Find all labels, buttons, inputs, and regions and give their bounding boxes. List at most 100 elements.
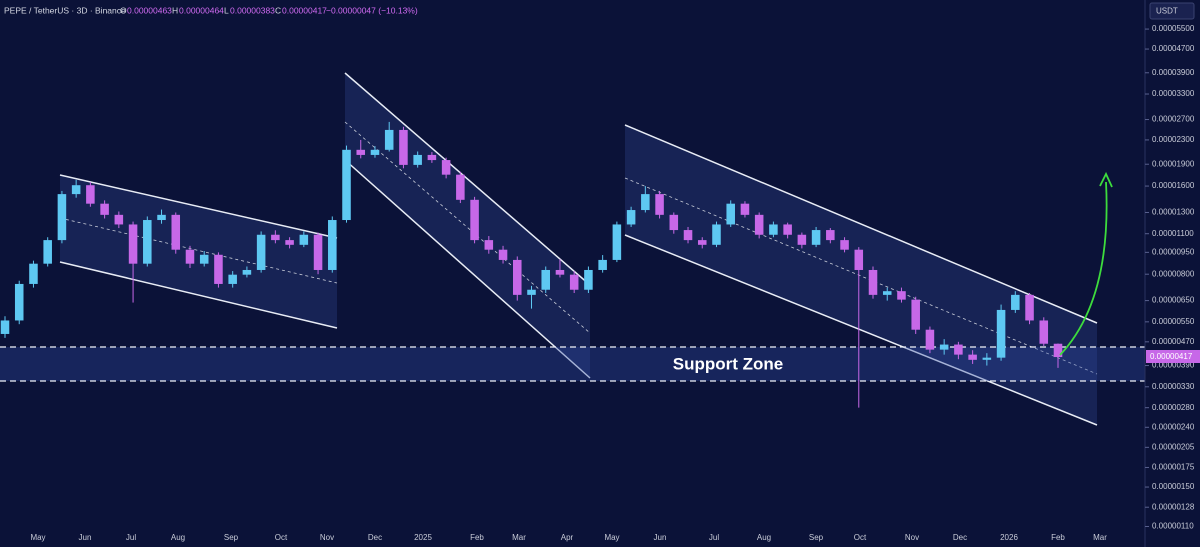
- y-tick-label: 0.00001100: [1152, 229, 1194, 238]
- candle-body: [157, 214, 166, 221]
- arrow-head: [1099, 171, 1113, 188]
- x-tick-label: Mar: [512, 533, 526, 542]
- x-tick-label: Oct: [275, 533, 288, 542]
- candle-body: [43, 240, 52, 264]
- y-tick-label: 0.00003900: [1152, 68, 1195, 77]
- header: PEPE / TetherUS · 3D · Binance O 0.00000…: [4, 5, 418, 15]
- x-axis: May Jun Jul Aug Sep Oct Nov Dec 2025 Feb Mar Apr May…: [30, 533, 1107, 542]
- x-tick-label: 2026: [1000, 533, 1018, 542]
- candle-body: [740, 203, 750, 215]
- candle-body: [100, 203, 109, 215]
- candle-body: [925, 329, 935, 350]
- y-tick-label: 0.00000330: [1152, 382, 1195, 391]
- y-tick-label: 0.00000950: [1152, 247, 1195, 256]
- open-label: O: [120, 5, 127, 15]
- x-tick-label: Dec: [368, 533, 382, 542]
- low-label: L: [224, 5, 229, 15]
- candle-body: [697, 240, 707, 245]
- candle-body: [641, 194, 650, 211]
- candle-body: [299, 234, 309, 245]
- candle-body: [569, 274, 579, 290]
- currency-label: USDT: [1156, 7, 1178, 16]
- candle-body: [939, 344, 949, 350]
- candle-body: [86, 185, 95, 204]
- candle-body: [683, 230, 693, 241]
- candle-body: [228, 274, 237, 284]
- channel-line: [344, 159, 591, 379]
- last-price-label: 0.00000417: [1150, 352, 1193, 361]
- x-tick-label: Jul: [709, 533, 719, 542]
- y-tick-label: 0.00003300: [1152, 89, 1195, 98]
- y-tick-label: 0.00002300: [1152, 135, 1195, 144]
- candle-body: [456, 174, 465, 200]
- candle-body: [882, 291, 892, 295]
- projection-arrow: [1059, 171, 1113, 356]
- candle-body: [413, 154, 422, 165]
- x-tick-label: Nov: [905, 533, 919, 542]
- candle-body: [1039, 320, 1049, 344]
- candle-body: [441, 160, 451, 175]
- currency-box: [1149, 2, 1195, 20]
- y-tick-label: 0.00001600: [1152, 181, 1195, 190]
- close-value: 0.00000417: [282, 5, 327, 15]
- candle-body: [199, 254, 209, 264]
- y-tick-label: 0.00000650: [1152, 296, 1195, 305]
- candle-body: [826, 230, 835, 241]
- support-zone: Support Zone: [0, 346, 1145, 382]
- candle-body: [484, 240, 494, 250]
- candle-body: [584, 269, 593, 290]
- candle-body: [356, 149, 366, 155]
- candle-body: [328, 220, 337, 270]
- y-tick-label: 0.00001300: [1152, 208, 1195, 217]
- candle-body: [114, 214, 124, 225]
- low-value: 0.00000383: [230, 5, 275, 15]
- candle-body: [1025, 294, 1034, 321]
- candle-body: [14, 283, 24, 321]
- channel-line: [344, 72, 591, 286]
- high-value: 0.00000464: [179, 5, 224, 15]
- candle-body: [555, 269, 565, 275]
- y-tick-label: 0.00000390: [1152, 361, 1195, 370]
- candle-body: [726, 203, 735, 225]
- open-value: 0.00000463: [127, 5, 172, 15]
- candle-body: [655, 194, 664, 215]
- candle-body: [783, 224, 792, 235]
- candle-body: [0, 320, 10, 334]
- y-tick-label: 0.00000110: [1152, 522, 1194, 531]
- candle-body: [128, 224, 138, 264]
- candle-body: [612, 224, 622, 260]
- candle-body: [143, 220, 152, 264]
- x-tick-label: Aug: [757, 533, 771, 542]
- candles: [0, 121, 1063, 408]
- y-tick-label: 0.00000205: [1152, 442, 1195, 451]
- x-tick-label: Jul: [126, 533, 136, 542]
- candle-body: [1053, 343, 1063, 358]
- x-tick-label: Feb: [1051, 533, 1065, 542]
- y-tick-label: 0.00000800: [1152, 269, 1195, 278]
- y-tick-label: 0.00000175: [1152, 463, 1195, 472]
- channel-line: [624, 234, 1098, 426]
- candle-body: [968, 354, 977, 360]
- y-tick-label: 0.00000280: [1152, 403, 1195, 412]
- channel-mid: [624, 177, 1098, 375]
- channel-fill: [625, 125, 1097, 425]
- y-axis: 0.00005500 0.00004700 0.00003900 0.00003300…: [1145, 24, 1195, 531]
- support-label: Support Zone: [673, 354, 783, 373]
- candle-body: [854, 249, 864, 270]
- candle-body: [171, 214, 181, 250]
- candle-body: [840, 240, 849, 250]
- candle-body: [1011, 294, 1020, 310]
- x-tick-label: May: [30, 533, 45, 542]
- y-tick-label: 0.00000240: [1152, 422, 1195, 431]
- candle-body: [897, 291, 906, 300]
- y-tick-label: 0.00005500: [1152, 24, 1195, 33]
- candle-body: [498, 249, 508, 260]
- close-label: C: [275, 5, 281, 15]
- candle-body: [185, 249, 195, 264]
- x-tick-label: Jun: [79, 533, 92, 542]
- change-value: −0.00000047 (−10.13%): [326, 5, 418, 15]
- x-tick-label: Apr: [561, 533, 574, 542]
- high-label: H: [172, 5, 178, 15]
- candle-body: [982, 357, 992, 360]
